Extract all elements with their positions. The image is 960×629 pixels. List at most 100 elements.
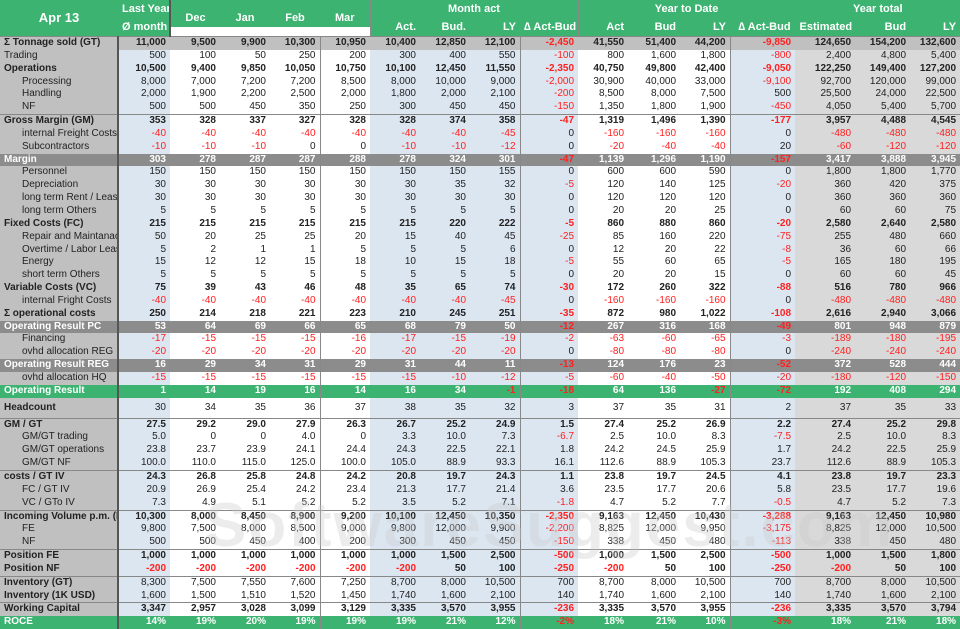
table-cell: -15 — [170, 371, 220, 385]
table-cell: 20 — [319, 230, 370, 244]
row-label: Position FE — [0, 549, 118, 563]
table-cell: 14% — [117, 616, 170, 629]
table-cell: 1,600 — [628, 589, 681, 603]
table-cell: 11 — [470, 359, 520, 372]
table-cell: 450 — [470, 101, 520, 115]
table-row: ovhd allocation REG -20 -20 -20 -20 -20 -20 -20… — [0, 346, 960, 360]
table-cell: 12 — [220, 256, 270, 270]
table-cell: 10,950 — [319, 35, 370, 50]
table-cell: 2.2 — [729, 417, 796, 432]
table-cell: 112.6 — [578, 457, 629, 471]
table-cell: 214 — [170, 307, 220, 321]
table-cell: 5.0 — [117, 431, 170, 445]
table-cell: 34 — [220, 359, 270, 372]
table-cell: 1,022 — [680, 307, 731, 321]
table-cell: 450 — [220, 101, 270, 115]
table-cell: -45 — [470, 127, 520, 141]
row-label: Operations — [0, 62, 118, 76]
col-dec: Dec — [169, 9, 220, 28]
table-cell: -49 — [729, 320, 796, 334]
table-cell: -160 — [578, 127, 629, 141]
table-cell: 60 — [855, 243, 911, 257]
table-cell: 450 — [420, 536, 470, 550]
table-cell: 150 — [270, 166, 320, 180]
table-cell: -12 — [470, 371, 520, 385]
table-cell: 294 — [910, 384, 960, 398]
table-cell: 5 — [319, 243, 370, 257]
table-cell: 3,335 — [578, 602, 629, 617]
row-label: long term Others — [0, 204, 118, 218]
table-cell: -19 — [470, 333, 520, 347]
table-cell: 2,100 — [470, 589, 520, 603]
table-cell: 4,545 — [910, 114, 960, 128]
table-row: Processing 8,000 7,000 7,200 7,200 8,500 8,000… — [0, 75, 960, 89]
table-cell: -236 — [729, 602, 796, 617]
table-cell: 26.8 — [170, 469, 220, 484]
table-cell: -150 — [519, 101, 579, 115]
table-cell: 0 — [519, 294, 579, 308]
table-cell: 100 — [170, 49, 220, 63]
table-cell: 75 — [910, 204, 960, 218]
table-cell: -13 — [519, 359, 579, 372]
table-cell: 5.1 — [220, 496, 270, 511]
table-cell: 8,000 — [420, 575, 470, 590]
table-cell: 360 — [795, 192, 856, 205]
table-cell: 25.9 — [910, 444, 960, 458]
table-cell: 4,800 — [855, 49, 911, 63]
row-label: Variable Costs (VC) — [0, 282, 118, 295]
table-cell: 12,450 — [855, 509, 911, 524]
table-cell: 150 — [170, 166, 220, 180]
table-cell: 105.3 — [680, 457, 731, 471]
table-cell: 316 — [628, 320, 681, 334]
table-cell: 35 — [855, 397, 911, 419]
table-cell: 3,945 — [910, 153, 960, 167]
table-cell: -5 — [729, 256, 796, 270]
table-cell: 9,800 — [117, 523, 170, 537]
table-row: long term Rent / Lease 30 30 30 30 30 30 30 30 0 1… — [0, 192, 960, 205]
table-cell: 7.3 — [910, 496, 960, 511]
table-row: FC / GT IV 20.9 26.9 25.4 24.2 23.4 21.3 17.7 21… — [0, 483, 960, 497]
table-cell: 245 — [420, 307, 470, 321]
table-cell: -60 — [795, 140, 856, 154]
table-cell: 12,000 — [855, 523, 911, 537]
table-cell: 10.0 — [628, 431, 681, 445]
table-cell: 26.7 — [370, 417, 420, 432]
table-cell: 7,600 — [270, 575, 320, 590]
table-cell: -5 — [519, 371, 579, 385]
table-cell: 30,900 — [578, 75, 629, 89]
table-cell: 30 — [170, 192, 220, 205]
table-cell: 0 — [319, 140, 370, 154]
table-cell: 3.3 — [370, 431, 420, 445]
row-label: Financing — [0, 333, 118, 347]
table-row: Margin 303 278 287 287 288 278 324 301 -47 1,139 1,… — [0, 153, 960, 167]
table-cell: -120 — [855, 140, 911, 154]
table-cell: 221 — [270, 307, 320, 321]
table-cell: 140 — [519, 589, 579, 603]
table-cell: 324 — [420, 153, 470, 167]
table-cell: -157 — [729, 153, 796, 167]
table-cell: 24.1 — [270, 444, 320, 458]
table-cell: 1,000 — [117, 549, 170, 563]
table-cell: 32 — [470, 397, 520, 419]
table-cell: -10 — [117, 140, 170, 154]
table-cell: 68 — [370, 320, 420, 334]
table-cell: 136 — [628, 384, 681, 398]
table-row: GM/GT NF 100.0 110.0 115.0 125.0 100.0 105.0 88… — [0, 457, 960, 471]
table-cell: -160 — [578, 294, 629, 308]
table-cell: 7.7 — [680, 496, 731, 511]
table-cell: 5 — [370, 204, 420, 218]
table-cell: -200 — [170, 562, 220, 577]
table-cell: 9,900 — [470, 523, 520, 537]
table-cell: -200 — [795, 562, 856, 577]
row-label: costs / GT IV — [0, 469, 118, 484]
table-cell: 327 — [270, 114, 320, 128]
table-cell: 3,570 — [420, 602, 470, 617]
table-cell: -35 — [519, 307, 579, 321]
row-label: Headcount — [0, 397, 118, 419]
table-cell: -1.8 — [519, 496, 579, 511]
table-cell: 10,500 — [470, 575, 520, 590]
table-cell: -200 — [270, 562, 320, 577]
table-cell: 8,000 — [170, 509, 220, 524]
table-cell: -2,350 — [519, 62, 579, 76]
table-cell: 15 — [270, 256, 320, 270]
